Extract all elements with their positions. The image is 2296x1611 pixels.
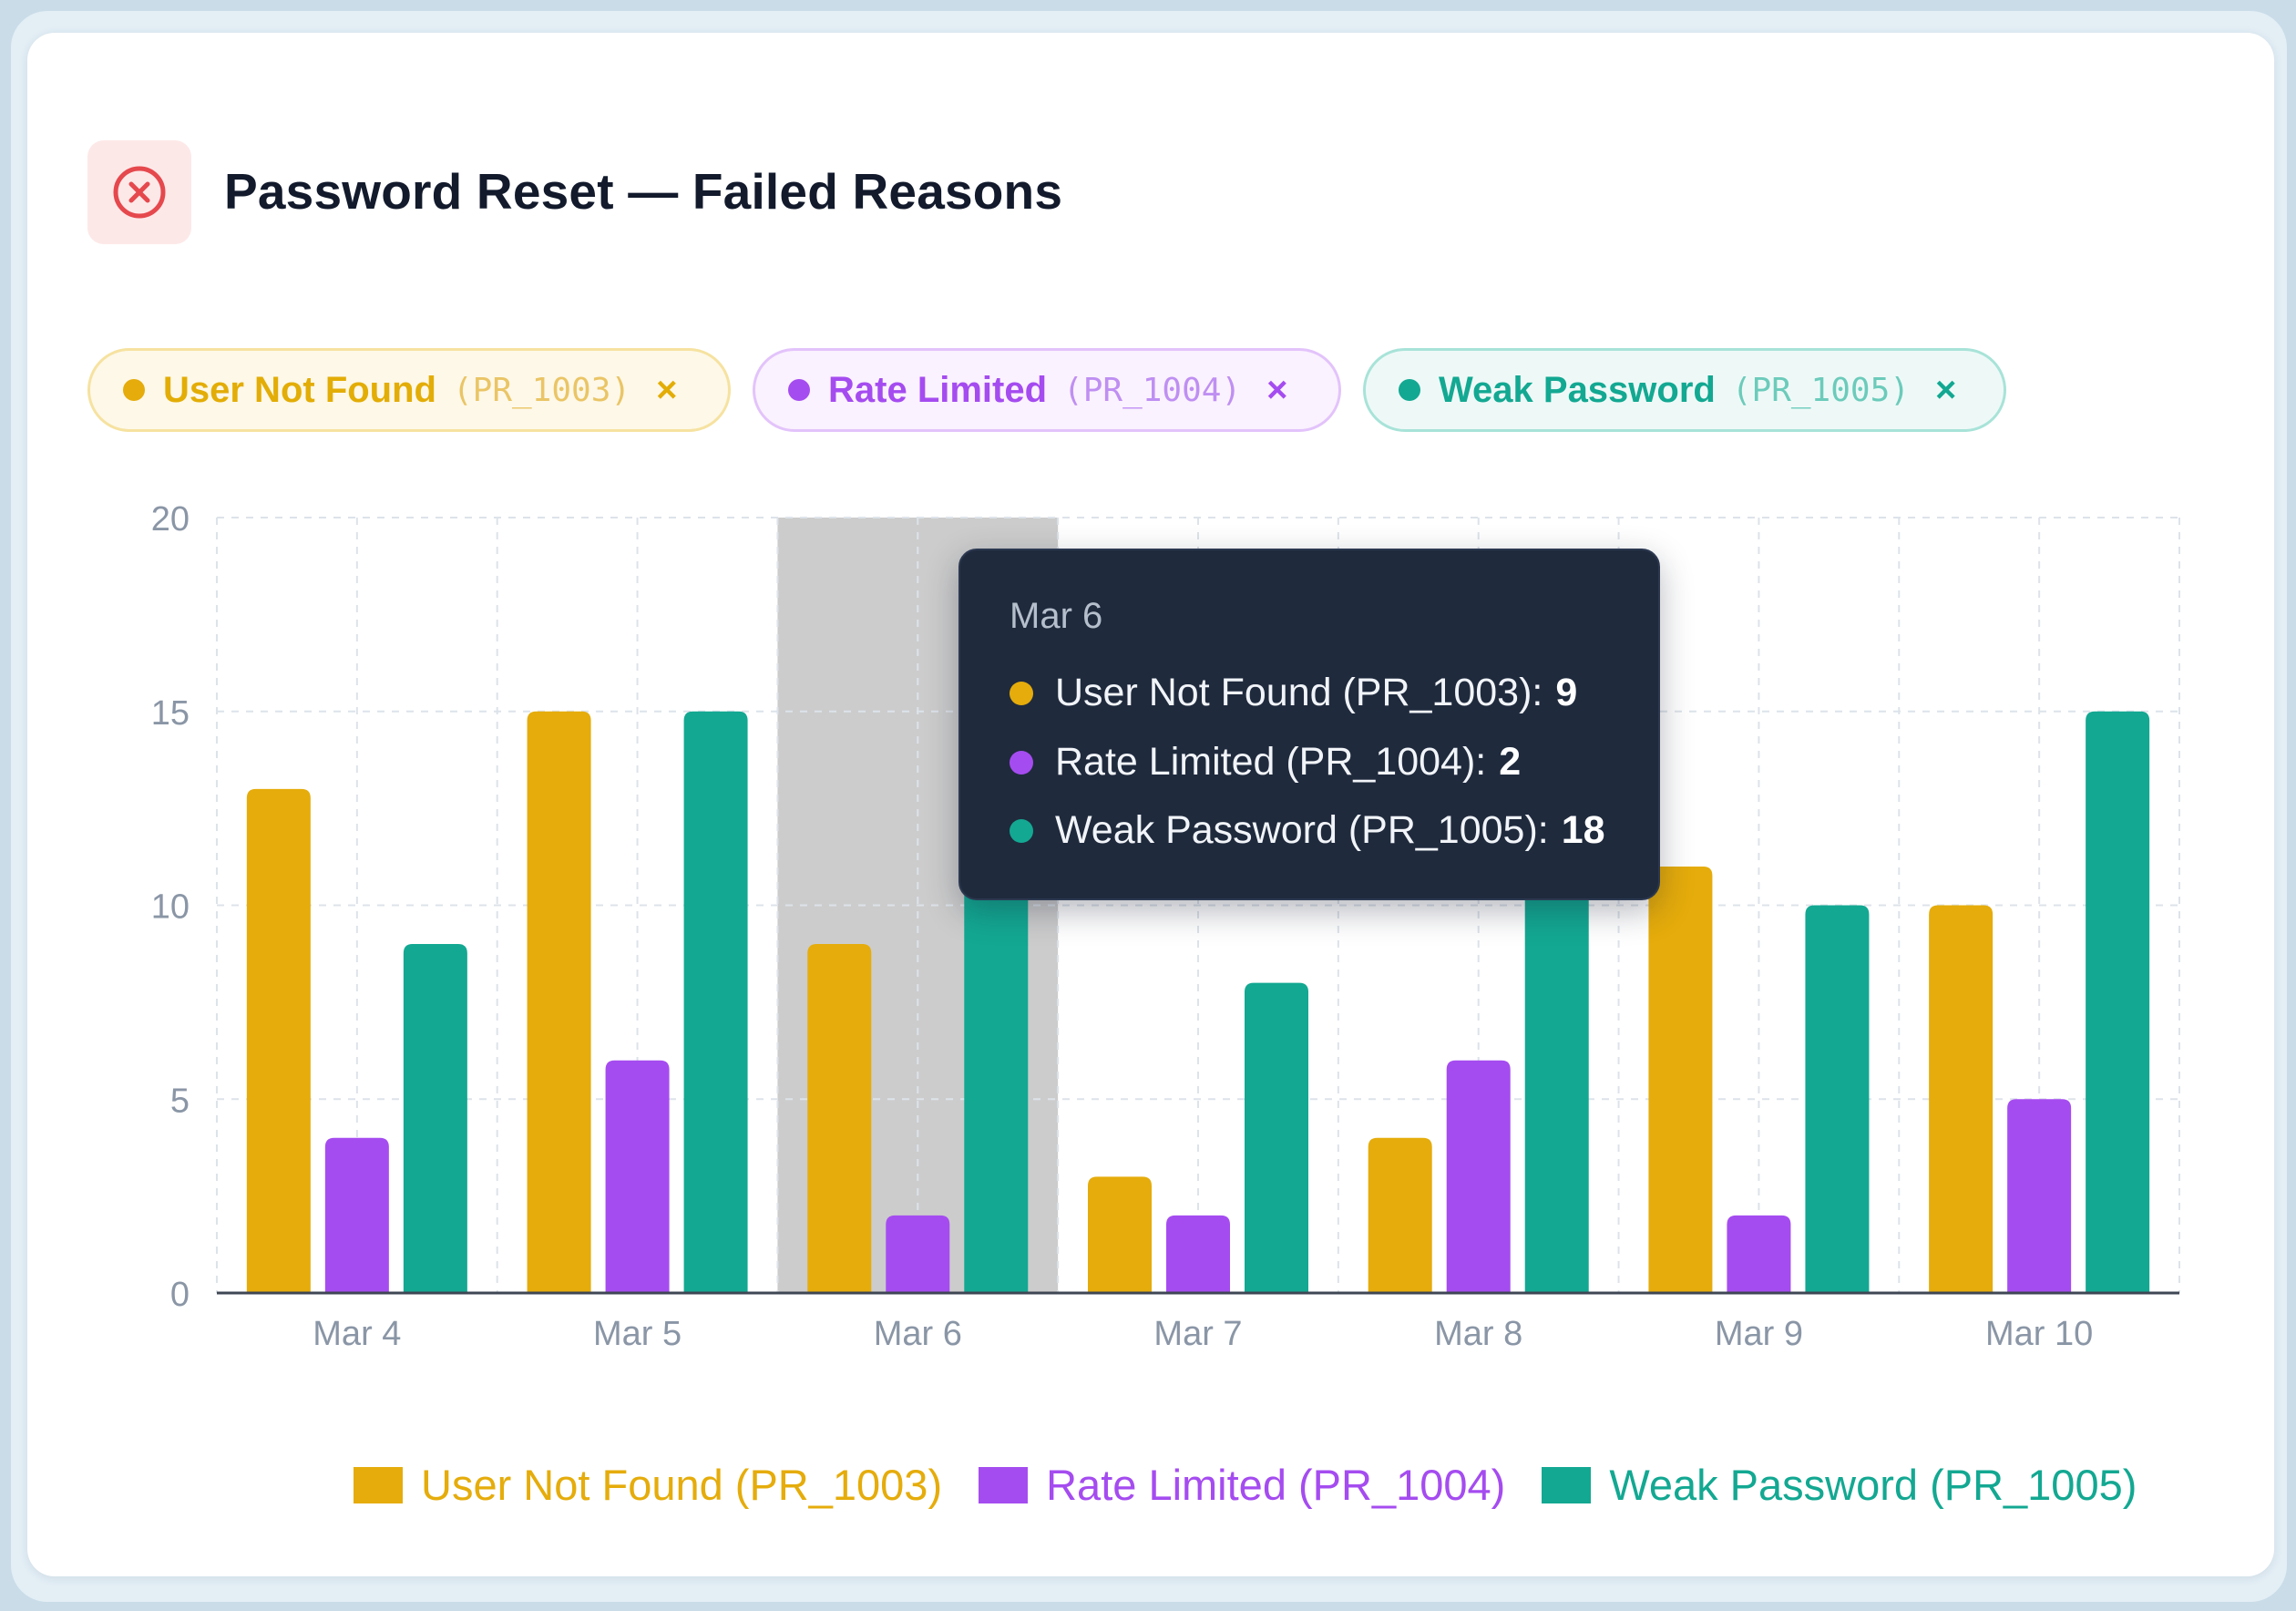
tooltip-dot <box>1010 681 1033 705</box>
tooltip-series-value: 9 <box>1555 671 1578 714</box>
tooltip-series-value: 18 <box>1561 808 1605 852</box>
tooltip-series-name: Rate Limited (PR_1004): <box>1055 740 1487 784</box>
remove-chip-button[interactable]: × <box>656 369 678 410</box>
bar-user-not-found[interactable] <box>1368 1137 1432 1293</box>
bar-weak-password[interactable] <box>403 944 467 1293</box>
y-tick-label: 5 <box>170 1082 190 1120</box>
legend-swatch <box>1542 1466 1592 1503</box>
bar-rate-limited[interactable] <box>886 1215 950 1293</box>
legend-item-weak-password[interactable]: Weak Password (PR_1005) <box>1542 1460 2137 1510</box>
y-tick-label: 0 <box>170 1276 190 1314</box>
y-tick-label: 15 <box>151 694 190 733</box>
bar-rate-limited[interactable] <box>1166 1215 1230 1293</box>
bar-rate-limited[interactable] <box>1727 1215 1791 1293</box>
chip-label: User Not Found <box>163 369 436 410</box>
legend-label: User Not Found (PR_1003) <box>421 1461 943 1509</box>
x-tick-label: Mar 4 <box>313 1315 401 1353</box>
chip-code: (PR_1004) <box>1063 371 1242 409</box>
chart-legend: User Not Found (PR_1003) Rate Limited (P… <box>354 1460 2173 1510</box>
chip-label: Rate Limited <box>828 369 1048 410</box>
bar-weak-password[interactable] <box>2086 711 2150 1293</box>
legend-label: Weak Password (PR_1005) <box>1609 1461 2137 1509</box>
bar-rate-limited[interactable] <box>324 1137 389 1293</box>
chip-code: (PR_1003) <box>452 371 631 409</box>
x-tick-label: Mar 7 <box>1153 1315 1242 1353</box>
tooltip-row-user-not-found: User Not Found (PR_1003): 9 <box>1010 671 1577 715</box>
x-tick-label: Mar 5 <box>593 1315 682 1353</box>
chip-label: Weak Password <box>1439 369 1716 410</box>
x-tick-label: Mar 8 <box>1434 1315 1522 1353</box>
legend-swatch <box>979 1466 1029 1503</box>
tooltip-row-rate-limited: Rate Limited (PR_1004): 2 <box>1010 740 1521 785</box>
series-dot <box>1399 379 1420 401</box>
bar-weak-password[interactable] <box>1805 905 1870 1294</box>
bar-user-not-found[interactable] <box>1648 866 1713 1293</box>
tooltip-series-name: User Not Found (PR_1003): <box>1055 671 1543 714</box>
chart-title: Password Reset — Failed Reasons <box>224 163 1063 220</box>
bar-weak-password[interactable] <box>1245 982 1308 1293</box>
tooltip-series-value: 2 <box>1499 740 1522 784</box>
tooltip-date: Mar 6 <box>1010 596 1103 636</box>
filter-chip-rate-limited[interactable]: Rate Limited (PR_1004) × <box>753 348 1341 432</box>
remove-chip-button[interactable]: × <box>1934 369 1957 410</box>
x-circle-icon <box>87 140 191 244</box>
remove-chip-button[interactable]: × <box>1266 369 1288 410</box>
series-dot <box>788 379 810 401</box>
x-tick-label: Mar 6 <box>874 1315 962 1353</box>
tooltip-row-weak-password: Weak Password (PR_1005): 18 <box>1010 808 1605 853</box>
tooltip-series-name: Weak Password (PR_1005): <box>1055 808 1549 852</box>
legend-item-user-not-found[interactable]: User Not Found (PR_1003) <box>354 1460 942 1510</box>
bar-user-not-found[interactable] <box>1929 905 1994 1294</box>
x-tick-label: Mar 9 <box>1715 1315 1803 1353</box>
filter-chip-user-not-found[interactable]: User Not Found (PR_1003) × <box>87 348 731 432</box>
bar-rate-limited[interactable] <box>1446 1060 1511 1293</box>
bar-rate-limited[interactable] <box>605 1060 670 1293</box>
bar-user-not-found[interactable] <box>1088 1176 1152 1293</box>
y-tick-label: 20 <box>151 500 190 539</box>
bar-weak-password[interactable] <box>683 711 748 1293</box>
series-dot <box>123 379 145 401</box>
legend-item-rate-limited[interactable]: Rate Limited (PR_1004) <box>979 1460 1505 1510</box>
tooltip-dot <box>1010 750 1033 775</box>
chip-code: (PR_1005) <box>1731 371 1910 409</box>
bar-user-not-found[interactable] <box>527 711 591 1293</box>
legend-swatch <box>354 1466 403 1503</box>
filter-chip-weak-password[interactable]: Weak Password (PR_1005) × <box>1363 348 2006 432</box>
bar-user-not-found[interactable] <box>246 788 311 1293</box>
chart-tooltip: Mar 6 User Not Found (PR_1003): 9 Rate L… <box>958 549 1660 900</box>
legend-label: Rate Limited (PR_1004) <box>1046 1461 1506 1509</box>
x-tick-label: Mar 10 <box>1985 1315 2093 1353</box>
bar-rate-limited[interactable] <box>2007 1099 2072 1293</box>
tooltip-dot <box>1010 818 1033 843</box>
bar-user-not-found[interactable] <box>807 944 872 1293</box>
y-tick-label: 10 <box>151 888 190 927</box>
